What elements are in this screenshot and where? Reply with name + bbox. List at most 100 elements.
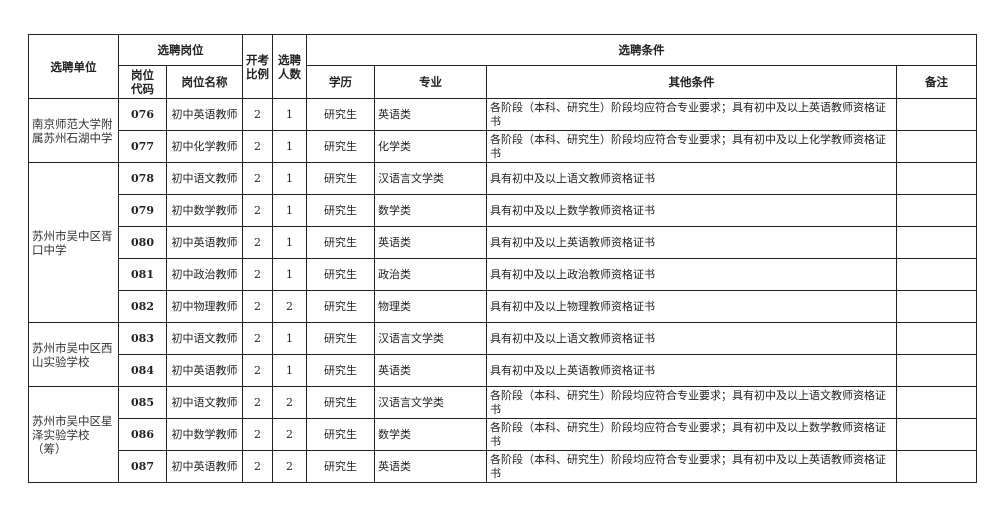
name-cell: 初中语文教师 [166, 386, 243, 419]
major-cell: 英语类 [374, 98, 487, 131]
other-cell: 具有初中及以上语文教师资格证书 [486, 322, 897, 355]
code-cell: 077 [118, 130, 167, 163]
header-other: 其他条件 [486, 65, 897, 99]
count-cell: 2 [272, 290, 307, 323]
header-major: 专业 [374, 65, 487, 99]
header-education: 学历 [306, 65, 375, 99]
count-cell: 1 [272, 226, 307, 259]
name-cell: 初中数学教师 [166, 418, 243, 451]
major-cell: 汉语言文学类 [374, 386, 487, 419]
note-cell [896, 450, 977, 483]
note-cell [896, 354, 977, 387]
code-cell: 076 [118, 98, 167, 131]
count-cell: 2 [272, 386, 307, 419]
note-cell [896, 194, 977, 227]
note-cell [896, 290, 977, 323]
note-cell [896, 98, 977, 131]
unit-cell: 苏州市吴中区西山实验学校 [28, 322, 119, 387]
code-cell: 079 [118, 194, 167, 227]
major-cell: 汉语言文学类 [374, 162, 487, 195]
code-cell: 085 [118, 386, 167, 419]
ratio-cell: 2 [242, 130, 273, 163]
unit-cell: 南京师范大学附属苏州石湖中学 [28, 98, 119, 163]
other-cell: 具有初中及以上数学教师资格证书 [486, 194, 897, 227]
code-cell: 086 [118, 418, 167, 451]
count-cell: 2 [272, 450, 307, 483]
header-ratio: 开考比例 [242, 34, 273, 99]
major-cell: 英语类 [374, 450, 487, 483]
ratio-cell: 2 [242, 290, 273, 323]
name-cell: 初中英语教师 [166, 226, 243, 259]
table-row: 079 初中数学教师 2 1 研究生 数学类 具有初中及以上数学教师资格证书 [29, 194, 977, 227]
other-cell: 各阶段（本科、研究生）阶段均应符合专业要求；具有初中及以上化学教师资格证书 [486, 130, 897, 163]
education-cell: 研究生 [306, 418, 375, 451]
code-cell: 078 [118, 162, 167, 195]
count-cell: 1 [272, 322, 307, 355]
table-row: 080 初中英语教师 2 1 研究生 英语类 具有初中及以上英语教师资格证书 [29, 226, 977, 259]
unit-cell: 苏州市吴中区胥口中学 [28, 162, 119, 323]
table-row: 苏州市吴中区星泽实验学校（筹） 085 初中语文教师 2 2 研究生 汉语言文学类 各阶段（本… [28, 386, 977, 483]
ratio-cell: 2 [242, 194, 273, 227]
name-cell: 初中英语教师 [166, 98, 243, 131]
education-cell: 研究生 [306, 162, 375, 195]
education-cell: 研究生 [306, 194, 375, 227]
other-cell: 各阶段（本科、研究生）阶段均应符合专业要求；具有初中及以上英语教师资格证书 [486, 450, 897, 483]
table-row: 084 初中英语教师 2 1 研究生 英语类 具有初中及以上英语教师资格证书 [29, 354, 977, 387]
education-cell: 研究生 [306, 258, 375, 291]
header-position: 选聘岗位 [118, 34, 243, 66]
header-conditions: 选聘条件 [306, 34, 977, 66]
code-cell: 082 [118, 290, 167, 323]
other-cell: 具有初中及以上语文教师资格证书 [486, 162, 897, 195]
note-cell [896, 130, 977, 163]
name-cell: 初中语文教师 [166, 322, 243, 355]
note-cell [896, 322, 977, 355]
count-cell: 1 [272, 130, 307, 163]
ratio-cell: 2 [242, 418, 273, 451]
name-cell: 初中语文教师 [166, 162, 243, 195]
other-cell: 各阶段（本科、研究生）阶段均应符合专业要求；具有初中及以上英语教师资格证书 [486, 98, 897, 131]
other-cell: 各阶段（本科、研究生）阶段均应符合专业要求；具有初中及以上数学教师资格证书 [486, 418, 897, 451]
code-cell: 081 [118, 258, 167, 291]
major-cell: 英语类 [374, 354, 487, 387]
count-cell: 1 [272, 98, 307, 131]
table-row: 082 初中物理教师 2 2 研究生 物理类 具有初中及以上物理教师资格证书 [29, 290, 977, 323]
ratio-cell: 2 [242, 162, 273, 195]
ratio-cell: 2 [242, 258, 273, 291]
other-cell: 各阶段（本科、研究生）阶段均应符合专业要求；具有初中及以上语文教师资格证书 [486, 386, 897, 419]
name-cell: 初中化学教师 [166, 130, 243, 163]
code-cell: 084 [118, 354, 167, 387]
header-unit: 选聘单位 [28, 34, 119, 99]
ratio-cell: 2 [242, 322, 273, 355]
header-note: 备注 [896, 65, 977, 99]
code-cell: 080 [118, 226, 167, 259]
other-cell: 具有初中及以上物理教师资格证书 [486, 290, 897, 323]
count-cell: 1 [272, 354, 307, 387]
ratio-cell: 2 [242, 450, 273, 483]
major-cell: 数学类 [374, 418, 487, 451]
table-row: 081 初中政治教师 2 1 研究生 政治类 具有初中及以上政治教师资格证书 [29, 258, 977, 291]
count-cell: 1 [272, 258, 307, 291]
major-cell: 汉语言文学类 [374, 322, 487, 355]
education-cell: 研究生 [306, 98, 375, 131]
count-cell: 1 [272, 194, 307, 227]
other-cell: 具有初中及以上英语教师资格证书 [486, 354, 897, 387]
education-cell: 研究生 [306, 450, 375, 483]
table-row: 苏州市吴中区西山实验学校 083 初中语文教师 2 1 研究生 汉语言文学类 具有初中及以上语… [28, 322, 977, 387]
header-count: 选聘人数 [272, 34, 307, 99]
table-row: 苏州市吴中区胥口中学 078 初中语文教师 2 1 研究生 汉语言文学类 具有初中及以上语文教… [28, 162, 977, 323]
other-cell: 具有初中及以上英语教师资格证书 [486, 226, 897, 259]
code-cell: 083 [118, 322, 167, 355]
education-cell: 研究生 [306, 354, 375, 387]
education-cell: 研究生 [306, 226, 375, 259]
count-cell: 1 [272, 162, 307, 195]
table-row: 086 初中数学教师 2 2 研究生 数学类 各阶段（本科、研究生）阶段均应符合专业要求；具… [29, 418, 977, 451]
education-cell: 研究生 [306, 290, 375, 323]
unit-cell: 苏州市吴中区星泽实验学校（筹） [28, 386, 119, 483]
ratio-cell: 2 [242, 226, 273, 259]
header-code: 岗位代码 [118, 65, 167, 99]
education-cell: 研究生 [306, 386, 375, 419]
ratio-cell: 2 [242, 354, 273, 387]
note-cell [896, 418, 977, 451]
note-cell [896, 226, 977, 259]
note-cell [896, 386, 977, 419]
